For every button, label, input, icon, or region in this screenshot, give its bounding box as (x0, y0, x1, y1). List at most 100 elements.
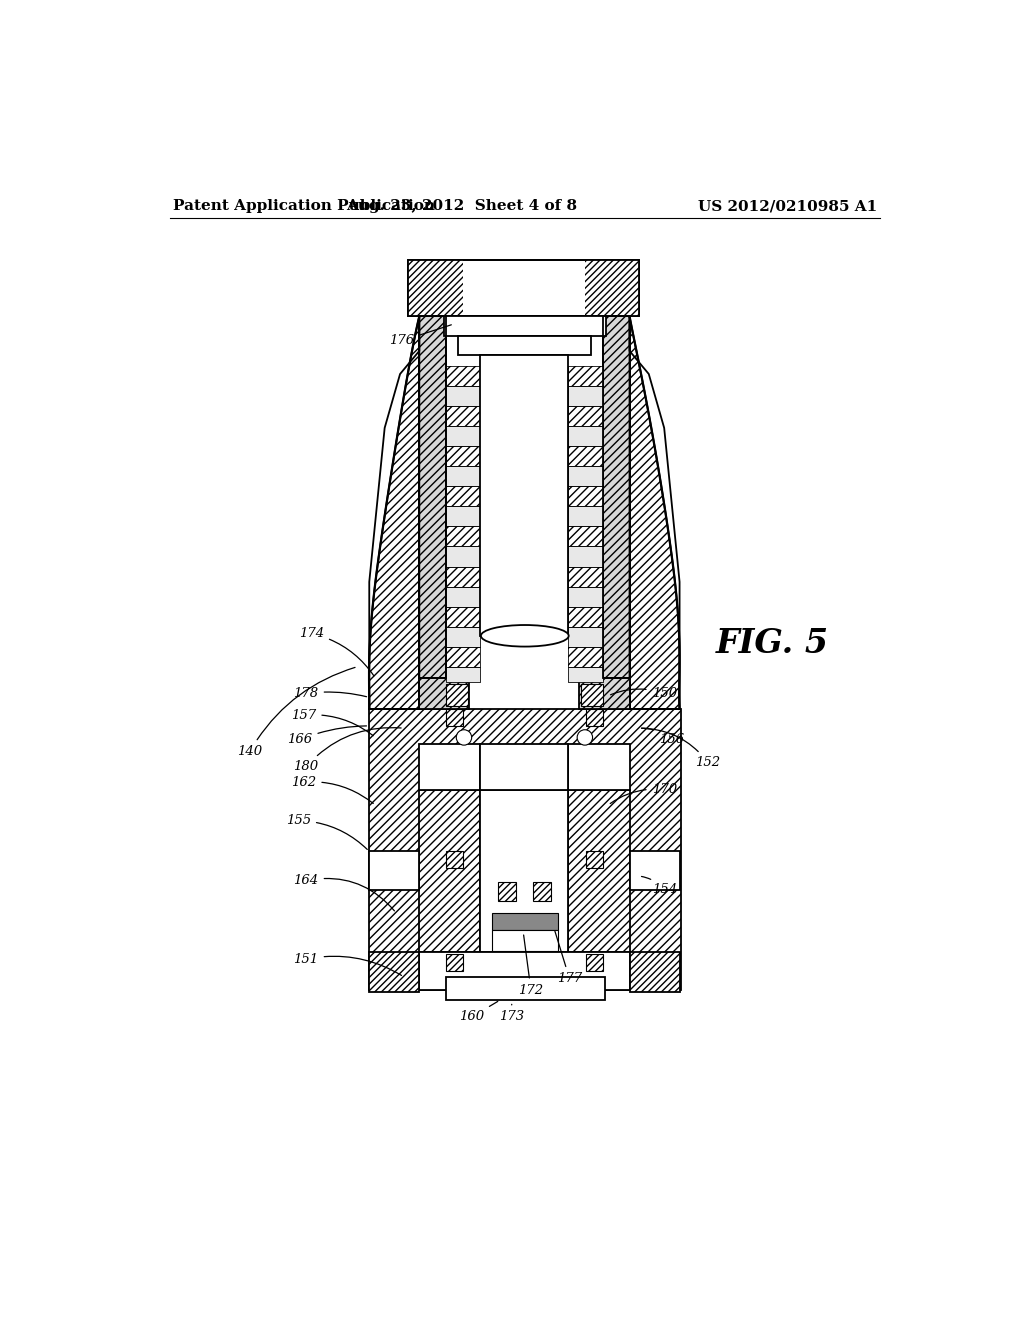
Bar (446, 977, 605, 1001)
Bar (568, 466, 602, 487)
Bar (568, 487, 602, 507)
Text: 140: 140 (238, 668, 355, 758)
Text: 166: 166 (288, 726, 367, 746)
Bar (446, 647, 480, 667)
Bar (458, 335, 591, 355)
Bar (446, 586, 480, 607)
Bar (370, 952, 419, 991)
Bar (568, 546, 602, 566)
Bar (480, 743, 568, 789)
Bar (446, 527, 480, 546)
Polygon shape (568, 789, 630, 952)
Text: 164: 164 (294, 874, 394, 911)
Bar (568, 407, 602, 426)
Bar (419, 678, 469, 709)
Bar (568, 527, 602, 546)
Bar (446, 446, 480, 466)
Bar (446, 647, 480, 667)
Bar (446, 407, 480, 426)
Bar (446, 566, 480, 586)
Bar (568, 627, 602, 647)
Text: 170: 170 (610, 783, 677, 804)
Bar (602, 317, 630, 678)
Text: US 2012/0210985 A1: US 2012/0210985 A1 (698, 199, 878, 213)
Bar (568, 487, 602, 507)
Text: 160: 160 (459, 1002, 498, 1023)
Bar (602, 317, 630, 678)
Text: 154: 154 (641, 876, 677, 896)
Polygon shape (419, 789, 480, 952)
Bar (586, 709, 602, 726)
Bar (446, 426, 480, 446)
Bar (419, 317, 446, 678)
Bar (568, 607, 602, 627)
Bar (446, 407, 480, 426)
Ellipse shape (578, 730, 593, 744)
Bar (446, 627, 480, 647)
Bar (568, 647, 602, 667)
Bar (446, 446, 480, 466)
Polygon shape (630, 317, 680, 709)
Bar (446, 387, 480, 407)
Text: 150: 150 (610, 686, 677, 700)
Bar (493, 913, 558, 929)
Bar (419, 678, 469, 709)
Bar (568, 546, 602, 566)
Bar (446, 367, 480, 387)
Text: 176: 176 (389, 325, 452, 347)
Bar (568, 566, 602, 586)
Bar (568, 527, 602, 546)
Bar (370, 709, 681, 990)
Bar (419, 317, 446, 678)
Bar (568, 487, 602, 507)
Bar (446, 607, 480, 627)
Bar (370, 851, 419, 890)
Bar (446, 851, 463, 869)
Text: 156: 156 (642, 729, 684, 746)
Bar (493, 929, 558, 952)
Bar (568, 387, 602, 407)
Bar (568, 507, 602, 527)
Bar (446, 546, 480, 566)
Bar (408, 260, 463, 317)
Text: 157: 157 (291, 709, 373, 735)
Text: 151: 151 (294, 953, 401, 975)
Polygon shape (369, 317, 419, 709)
Bar (446, 487, 480, 507)
Bar (446, 367, 480, 387)
Bar (446, 487, 480, 507)
Bar (568, 426, 602, 446)
Text: Patent Application Publication: Patent Application Publication (173, 199, 435, 213)
Bar (446, 607, 480, 627)
Ellipse shape (481, 626, 568, 647)
Bar (568, 566, 602, 586)
Bar (585, 260, 639, 317)
Text: 178: 178 (294, 686, 367, 700)
Bar (568, 667, 602, 682)
Bar (568, 446, 602, 466)
Bar (446, 566, 480, 586)
Bar (586, 954, 602, 970)
Bar (568, 743, 630, 789)
Bar (568, 407, 602, 426)
Bar (446, 387, 480, 407)
Bar (568, 387, 602, 407)
Text: 152: 152 (641, 729, 721, 770)
Bar (580, 678, 630, 709)
Bar (446, 647, 480, 667)
Bar (446, 446, 480, 466)
Bar (419, 317, 446, 678)
Bar (419, 317, 446, 678)
Bar (568, 566, 602, 586)
Text: 177: 177 (555, 931, 582, 985)
Bar (480, 789, 568, 952)
Bar (446, 667, 480, 682)
Bar (631, 851, 680, 890)
Bar (446, 426, 480, 446)
Bar (568, 367, 602, 387)
Bar (568, 647, 602, 667)
Bar (498, 882, 516, 900)
Bar (446, 709, 463, 726)
Bar (419, 743, 480, 789)
Bar (568, 527, 602, 546)
